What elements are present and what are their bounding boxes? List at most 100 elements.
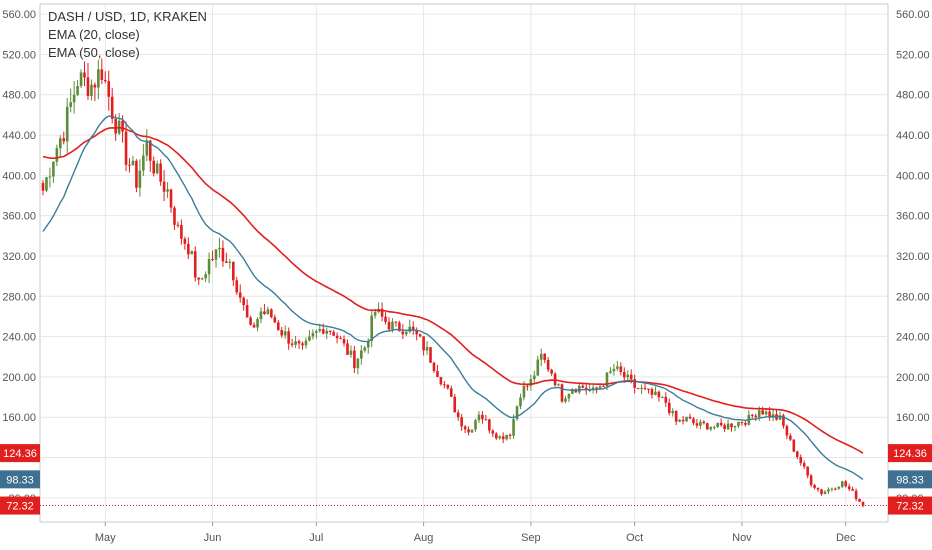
candle-body xyxy=(159,163,162,182)
candle-body xyxy=(481,414,484,420)
candle-body xyxy=(533,375,536,380)
candle-body xyxy=(346,343,349,355)
candle-body xyxy=(83,72,86,78)
y-tick-label-right: 320.00 xyxy=(896,251,930,263)
candle-body xyxy=(138,170,142,188)
candle-body xyxy=(851,489,854,491)
y-tick-label-right: 280.00 xyxy=(896,291,930,303)
candle-body xyxy=(356,358,360,369)
candle-body xyxy=(48,176,52,178)
candle-body xyxy=(844,481,848,487)
candle-body xyxy=(474,420,477,430)
chart-legend: DASH / USD, 1D, KRAKEN EMA (20, close) E… xyxy=(48,8,207,62)
candle-body xyxy=(650,389,654,395)
candle-body xyxy=(193,251,197,278)
candle-body xyxy=(422,336,425,351)
x-tick-label: Jul xyxy=(309,532,323,544)
candle-body xyxy=(180,225,183,239)
candle-body xyxy=(605,372,609,387)
candle-body xyxy=(806,466,809,476)
candle-body xyxy=(190,251,194,255)
candle-body xyxy=(751,414,754,416)
candle-body xyxy=(142,155,145,171)
candle-body xyxy=(110,96,114,119)
candle-body xyxy=(768,411,771,418)
candle-body xyxy=(283,331,287,336)
x-tick-label: Sep xyxy=(521,532,541,544)
candle-body xyxy=(716,422,719,427)
y-tick-label-right: 440.00 xyxy=(896,130,930,142)
candle-body xyxy=(602,386,605,388)
candle-body xyxy=(315,331,318,333)
candle-body xyxy=(76,86,79,95)
candle-body xyxy=(564,398,567,402)
candle-body xyxy=(391,321,394,330)
y-tick-label-left: 200.00 xyxy=(2,372,36,384)
candle-body xyxy=(145,140,149,156)
candle-body xyxy=(695,423,699,426)
candle-body xyxy=(820,489,823,495)
candle-body xyxy=(536,359,540,376)
candle-body xyxy=(270,309,273,318)
candle-body xyxy=(667,402,671,414)
candle-body xyxy=(321,329,325,334)
candle-body xyxy=(622,372,626,378)
candle-body xyxy=(131,160,135,165)
x-tick-label: Oct xyxy=(626,532,643,544)
candle-body xyxy=(86,77,90,96)
candle-body xyxy=(754,415,758,418)
candle-body xyxy=(830,488,834,490)
candle-body xyxy=(69,102,72,107)
candle-body xyxy=(252,324,256,328)
candle-body xyxy=(578,385,581,393)
candle-body xyxy=(363,347,367,351)
candle-body xyxy=(719,422,723,426)
candle-body xyxy=(515,406,519,420)
candle-body xyxy=(432,362,436,372)
candle-body xyxy=(456,412,460,418)
candle-body xyxy=(425,347,429,351)
candle-body xyxy=(501,436,505,440)
candle-body xyxy=(214,249,218,260)
candle-body xyxy=(59,138,62,149)
candle-body xyxy=(657,391,661,398)
y-tick-label-left: 320.00 xyxy=(2,251,36,263)
candle-body xyxy=(730,423,733,428)
candle-body xyxy=(398,322,401,332)
candle-body xyxy=(557,384,560,386)
candle-body xyxy=(114,118,117,134)
candle-body xyxy=(498,436,502,439)
y-tick-label-right: 360.00 xyxy=(896,211,930,223)
candle-body xyxy=(671,410,675,414)
y-tick-label-right: 200.00 xyxy=(896,372,930,384)
candle-body xyxy=(612,368,616,372)
candle-body xyxy=(335,335,339,339)
candle-body xyxy=(436,371,439,378)
candle-body xyxy=(259,311,263,320)
y-tick-label-left: 400.00 xyxy=(2,170,36,182)
candle-body xyxy=(744,422,747,425)
price-badge-label-left: 72.32 xyxy=(6,501,34,513)
candle-body xyxy=(225,261,228,263)
candle-body xyxy=(508,434,512,436)
candle-body xyxy=(463,426,467,430)
candle-body xyxy=(460,417,463,427)
price-badge-right xyxy=(888,496,932,515)
price-badge-left xyxy=(0,470,40,489)
x-tick-label: Jun xyxy=(204,532,222,544)
candle-body xyxy=(567,393,571,399)
y-tick-label-left: 160.00 xyxy=(2,412,36,424)
candle-body xyxy=(429,347,432,363)
candle-body xyxy=(62,138,66,142)
candle-body xyxy=(522,385,526,398)
x-tick-label: Dec xyxy=(836,532,856,544)
y-tick-label-right: 520.00 xyxy=(896,49,930,61)
candle-body xyxy=(491,430,495,434)
candle-body xyxy=(221,247,225,262)
candle-body xyxy=(733,426,737,428)
candle-body xyxy=(647,388,650,390)
legend-ema20: EMA (20, close) xyxy=(48,27,140,42)
candle-body xyxy=(512,419,515,436)
candle-body xyxy=(218,247,221,250)
